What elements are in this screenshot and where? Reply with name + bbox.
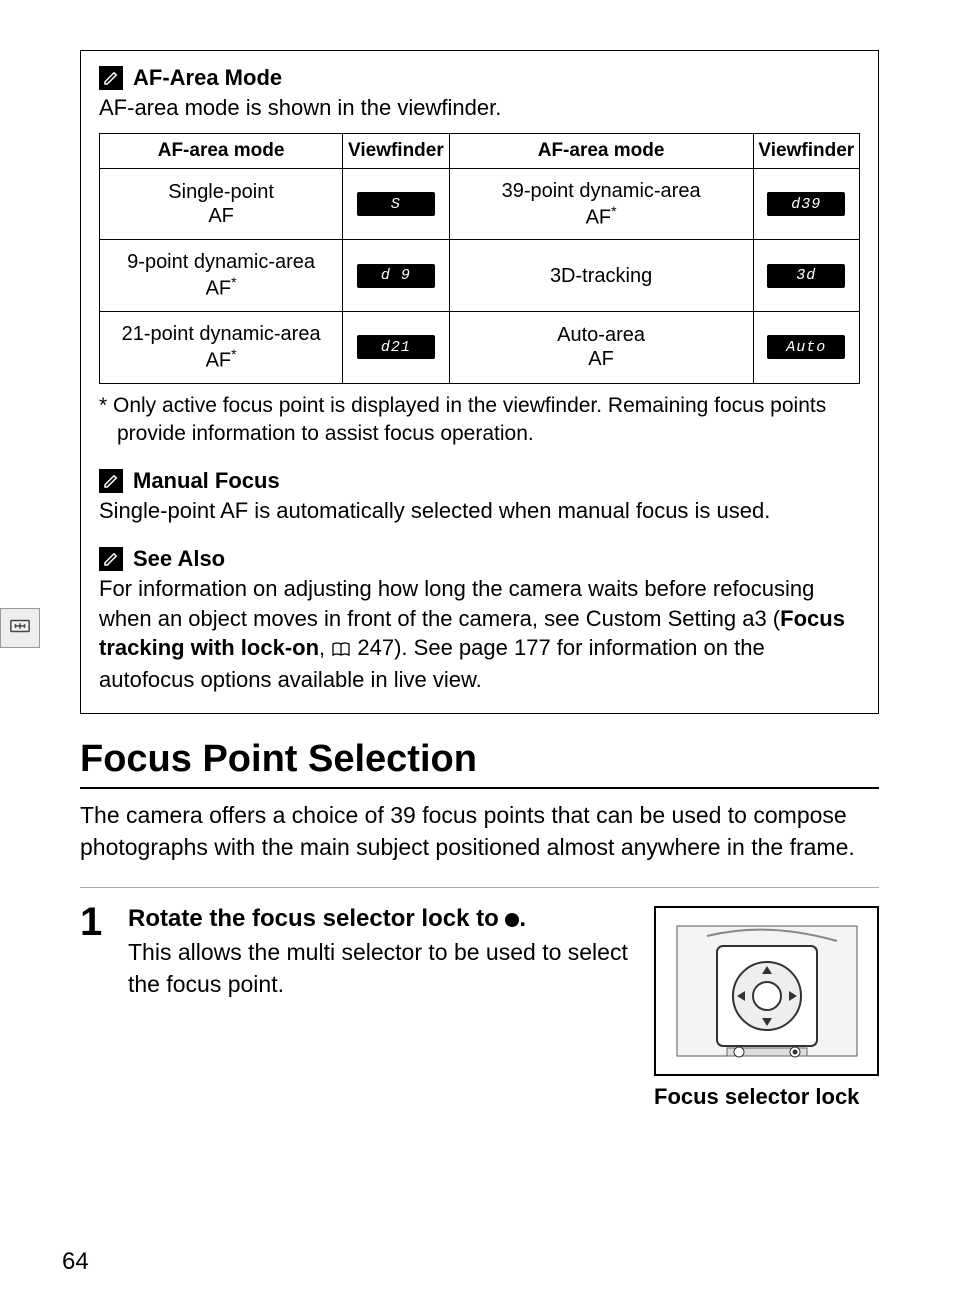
- step-body: Rotate the focus selector lock to . This…: [128, 902, 636, 1000]
- see-also-text: For information on adjusting how long th…: [99, 574, 860, 695]
- table-header: AF-area mode: [100, 133, 343, 168]
- see-also-before: For information on adjusting how long th…: [99, 576, 814, 631]
- step-head: Rotate the focus selector lock to .: [128, 902, 636, 936]
- see-also-mid: ,: [319, 635, 331, 660]
- af-area-mode-desc: AF-area mode is shown in the viewfinder.: [99, 93, 860, 123]
- lcd-indicator: 3d: [767, 264, 845, 288]
- viewfinder-cell: 3d: [753, 240, 859, 312]
- mode-cell: 9-point dynamic-areaAF*: [100, 240, 343, 312]
- lcd-indicator: d39: [767, 192, 845, 216]
- lcd-indicator: S: [357, 192, 435, 216]
- table-header: Viewfinder: [753, 133, 859, 168]
- step-desc: This allows the multi selector to be use…: [128, 936, 636, 1000]
- dot-icon: [505, 913, 519, 927]
- see-also-pageref: 247: [357, 635, 394, 660]
- separator: [80, 887, 879, 888]
- step-head-before: Rotate the focus selector lock to: [128, 905, 505, 932]
- af-area-mode-header: AF-Area Mode: [99, 65, 860, 91]
- table-row: Single-pointAF S 39-point dynamic-areaAF* d…: [100, 168, 860, 240]
- focus-point-heading: Focus Point Selection: [80, 738, 879, 789]
- focus-selector-illustration: [654, 906, 879, 1076]
- manual-focus-desc: Single-point AF is automatically selecte…: [99, 496, 860, 526]
- viewfinder-cell: d21: [343, 312, 449, 384]
- pencil-icon: [99, 66, 123, 90]
- table-row: 9-point dynamic-areaAF* d 9 3D-tracking 3d: [100, 240, 860, 312]
- viewfinder-cell: S: [343, 168, 449, 240]
- step-number: 1: [80, 902, 110, 942]
- mode-cell: 3D-tracking: [449, 240, 753, 312]
- af-area-mode-table-wrap: AF-area modeViewfinderAF-area modeViewfi…: [99, 133, 860, 384]
- mode-cell: 21-point dynamic-areaAF*: [100, 312, 343, 384]
- af-area-mode-footnote: * Only active focus point is displayed i…: [99, 392, 860, 449]
- manual-focus-header: Manual Focus: [99, 468, 860, 494]
- info-box: AF-Area Mode AF-area mode is shown in th…: [80, 50, 879, 714]
- see-also-title: See Also: [133, 546, 225, 572]
- lcd-indicator: d21: [357, 335, 435, 359]
- viewfinder-cell: Auto: [753, 312, 859, 384]
- mode-cell: Single-pointAF: [100, 168, 343, 240]
- af-area-mode-table: AF-area modeViewfinderAF-area modeViewfi…: [99, 133, 860, 384]
- figure-caption: Focus selector lock: [654, 1084, 879, 1110]
- step-figure: Focus selector lock: [654, 906, 879, 1110]
- focus-point-intro: The camera offers a choice of 39 focus p…: [80, 799, 879, 863]
- pencil-icon: [99, 469, 123, 493]
- viewfinder-cell: d39: [753, 168, 859, 240]
- table-header: AF-area mode: [449, 133, 753, 168]
- side-tab: [0, 608, 40, 648]
- table-header: Viewfinder: [343, 133, 449, 168]
- mode-cell: 39-point dynamic-areaAF*: [449, 168, 753, 240]
- step-head-after: .: [519, 905, 526, 932]
- pencil-icon: [99, 547, 123, 571]
- viewfinder-focus-icon: [9, 615, 31, 642]
- table-row: 21-point dynamic-areaAF* d21 Auto-areaAF Au…: [100, 312, 860, 384]
- lcd-indicator: Auto: [767, 335, 845, 359]
- af-area-mode-title: AF-Area Mode: [133, 65, 282, 91]
- mode-cell: Auto-areaAF: [449, 312, 753, 384]
- book-icon: [331, 635, 351, 665]
- lcd-indicator: d 9: [357, 264, 435, 288]
- step-1: 1 Rotate the focus selector lock to . Th…: [80, 902, 879, 1110]
- see-also-header: See Also: [99, 546, 860, 572]
- manual-focus-title: Manual Focus: [133, 468, 280, 494]
- viewfinder-cell: d 9: [343, 240, 449, 312]
- page-number: 64: [62, 1248, 89, 1276]
